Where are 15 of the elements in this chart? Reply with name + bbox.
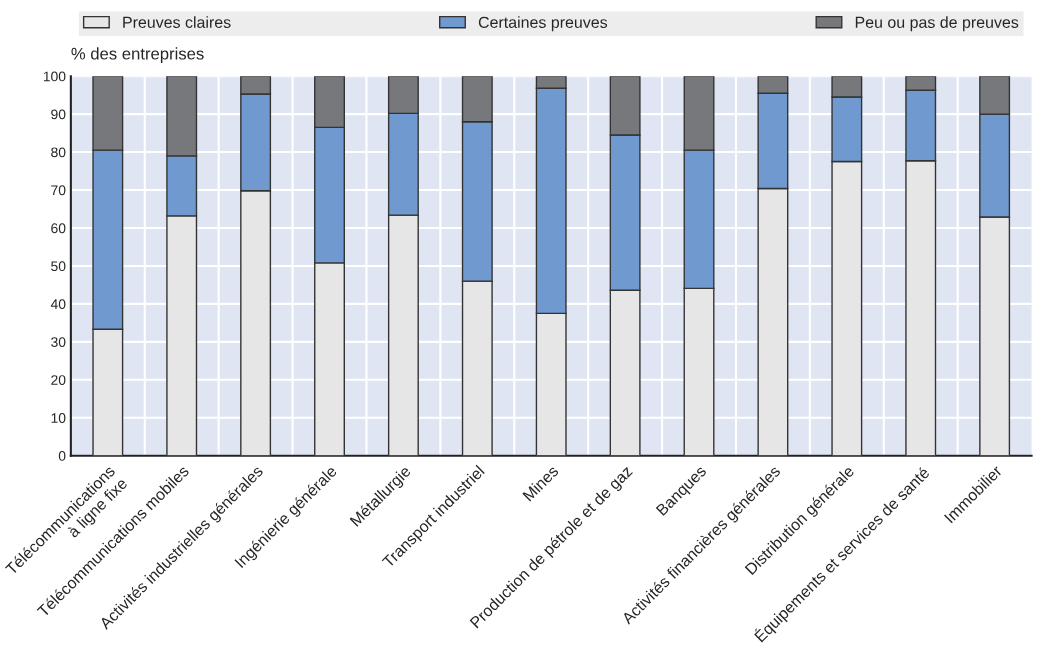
y-tick-label: 100 bbox=[43, 71, 66, 82]
y-axis-title: % des entreprises bbox=[71, 47, 204, 63]
y-tick-label: 0 bbox=[58, 451, 66, 461]
y-tick-label: 80 bbox=[51, 147, 66, 158]
y-tick-label: 60 bbox=[51, 223, 66, 234]
y-tick-label: 70 bbox=[51, 185, 66, 196]
y-tick-label: 30 bbox=[51, 337, 66, 348]
legend-label: Certaines preuves bbox=[478, 16, 608, 32]
y-tick-label: 90 bbox=[51, 109, 66, 120]
y-tick-label: 40 bbox=[50, 299, 66, 310]
y-tick-label: 50 bbox=[51, 261, 66, 272]
legend-label: Peu ou pas de preuves bbox=[855, 16, 1019, 32]
y-tick-label: 10 bbox=[51, 413, 66, 423]
y-tick-label: 20 bbox=[51, 375, 66, 385]
legend-label: Preuves claires bbox=[123, 16, 231, 28]
